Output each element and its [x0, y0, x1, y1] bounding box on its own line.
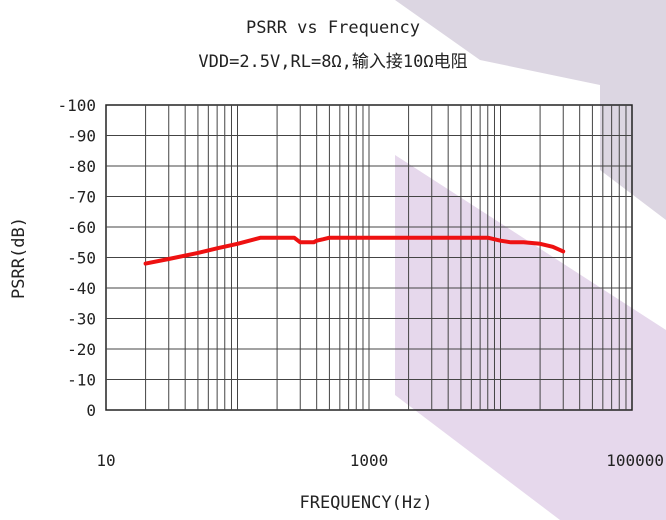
y-tick-label: -40	[67, 279, 96, 298]
x-axis-label: FREQUENCY(Hz)	[299, 493, 432, 513]
x-tick-label: 10	[96, 451, 115, 470]
y-tick-label: -80	[67, 157, 96, 176]
series-line	[143, 235, 566, 266]
y-tick-label: -70	[67, 188, 96, 207]
x-tick-label: 1000	[350, 451, 389, 470]
grid-lines	[106, 105, 632, 410]
y-tick-label: -30	[67, 310, 96, 329]
y-tick-label: -10	[67, 371, 96, 390]
background-shape-top-right	[395, 0, 666, 220]
y-tick-label: 0	[86, 401, 96, 420]
chart-title: PSRR vs Frequency	[246, 18, 420, 38]
y-tick-label: -20	[67, 340, 96, 359]
series-layer	[143, 235, 566, 266]
y-tick-label: -100	[57, 96, 96, 115]
background-decoration	[395, 0, 666, 520]
chart-subtitle: VDD=2.5V,RL=8Ω,输入接10Ω电阻	[198, 52, 467, 72]
background-shape-bottom-right	[395, 155, 666, 520]
y-tick-label: -60	[67, 218, 96, 237]
plot-area	[105, 104, 633, 411]
y-axis-label: PSRR(dB)	[9, 217, 29, 299]
x-tick-label: 100000	[606, 451, 664, 470]
y-tick-label: -50	[67, 249, 96, 268]
x-tick-labels: 10 1000 100000	[96, 451, 664, 470]
y-tick-label: -90	[67, 127, 96, 146]
y-tick-labels: 0 -10 -20 -30 -40 -50 -60 -70 -80 -90 -100	[57, 96, 96, 420]
